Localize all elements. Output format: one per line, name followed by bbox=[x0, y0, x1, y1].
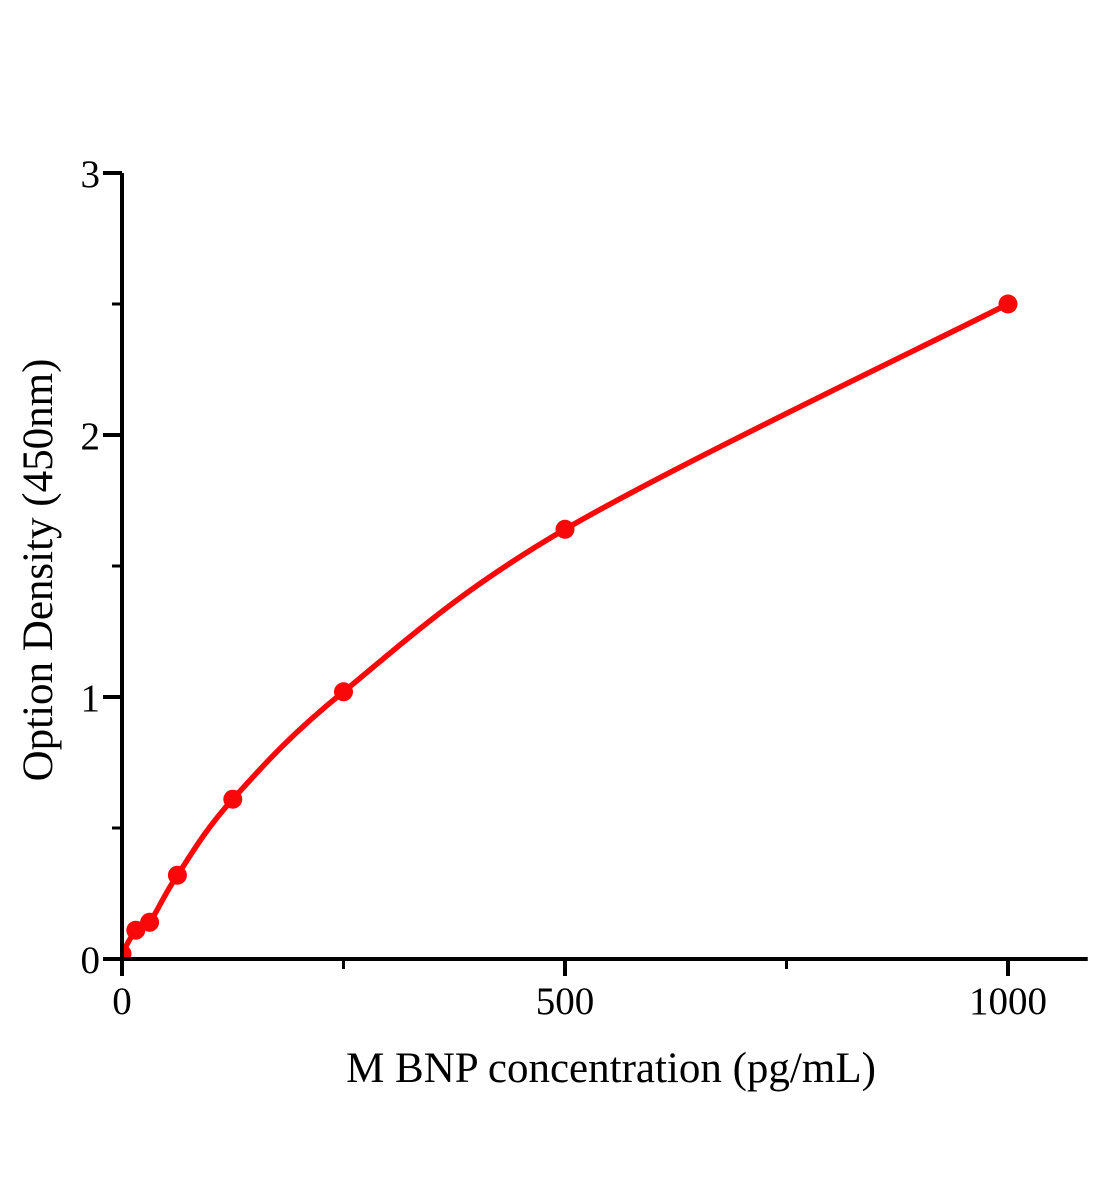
data-point bbox=[334, 682, 353, 702]
y-axis-title: Option Density (450nm) bbox=[15, 359, 62, 782]
y-tick-label: 2 bbox=[81, 415, 101, 458]
x-axis-ticks bbox=[120, 959, 1010, 976]
x-tick-label: 0 bbox=[112, 980, 132, 1023]
x-tick-label: 500 bbox=[536, 980, 595, 1023]
y-axis-ticks bbox=[103, 171, 122, 961]
axes bbox=[103, 171, 1088, 976]
x-axis-title: M BNP concentration (pg/mL) bbox=[346, 1045, 876, 1092]
data-point bbox=[126, 920, 146, 940]
y-tick-label: 0 bbox=[81, 939, 101, 982]
x-axis-tick-labels: 0 500 1000 bbox=[112, 980, 1047, 1023]
data-point bbox=[555, 519, 575, 539]
data-point bbox=[167, 865, 187, 885]
data-point-markers bbox=[124, 294, 1018, 957]
data-point bbox=[998, 294, 1018, 314]
y-tick-label: 3 bbox=[81, 153, 101, 196]
y-tick-label: 1 bbox=[81, 677, 101, 720]
data-point bbox=[140, 912, 160, 932]
y-axis-tick-labels: 0 1 2 3 bbox=[81, 153, 101, 982]
standard-curve-line bbox=[124, 301, 1011, 956]
data-point bbox=[223, 789, 243, 809]
data-point bbox=[124, 944, 132, 957]
series-layer bbox=[124, 294, 1018, 957]
x-tick-label: 1000 bbox=[969, 980, 1047, 1023]
